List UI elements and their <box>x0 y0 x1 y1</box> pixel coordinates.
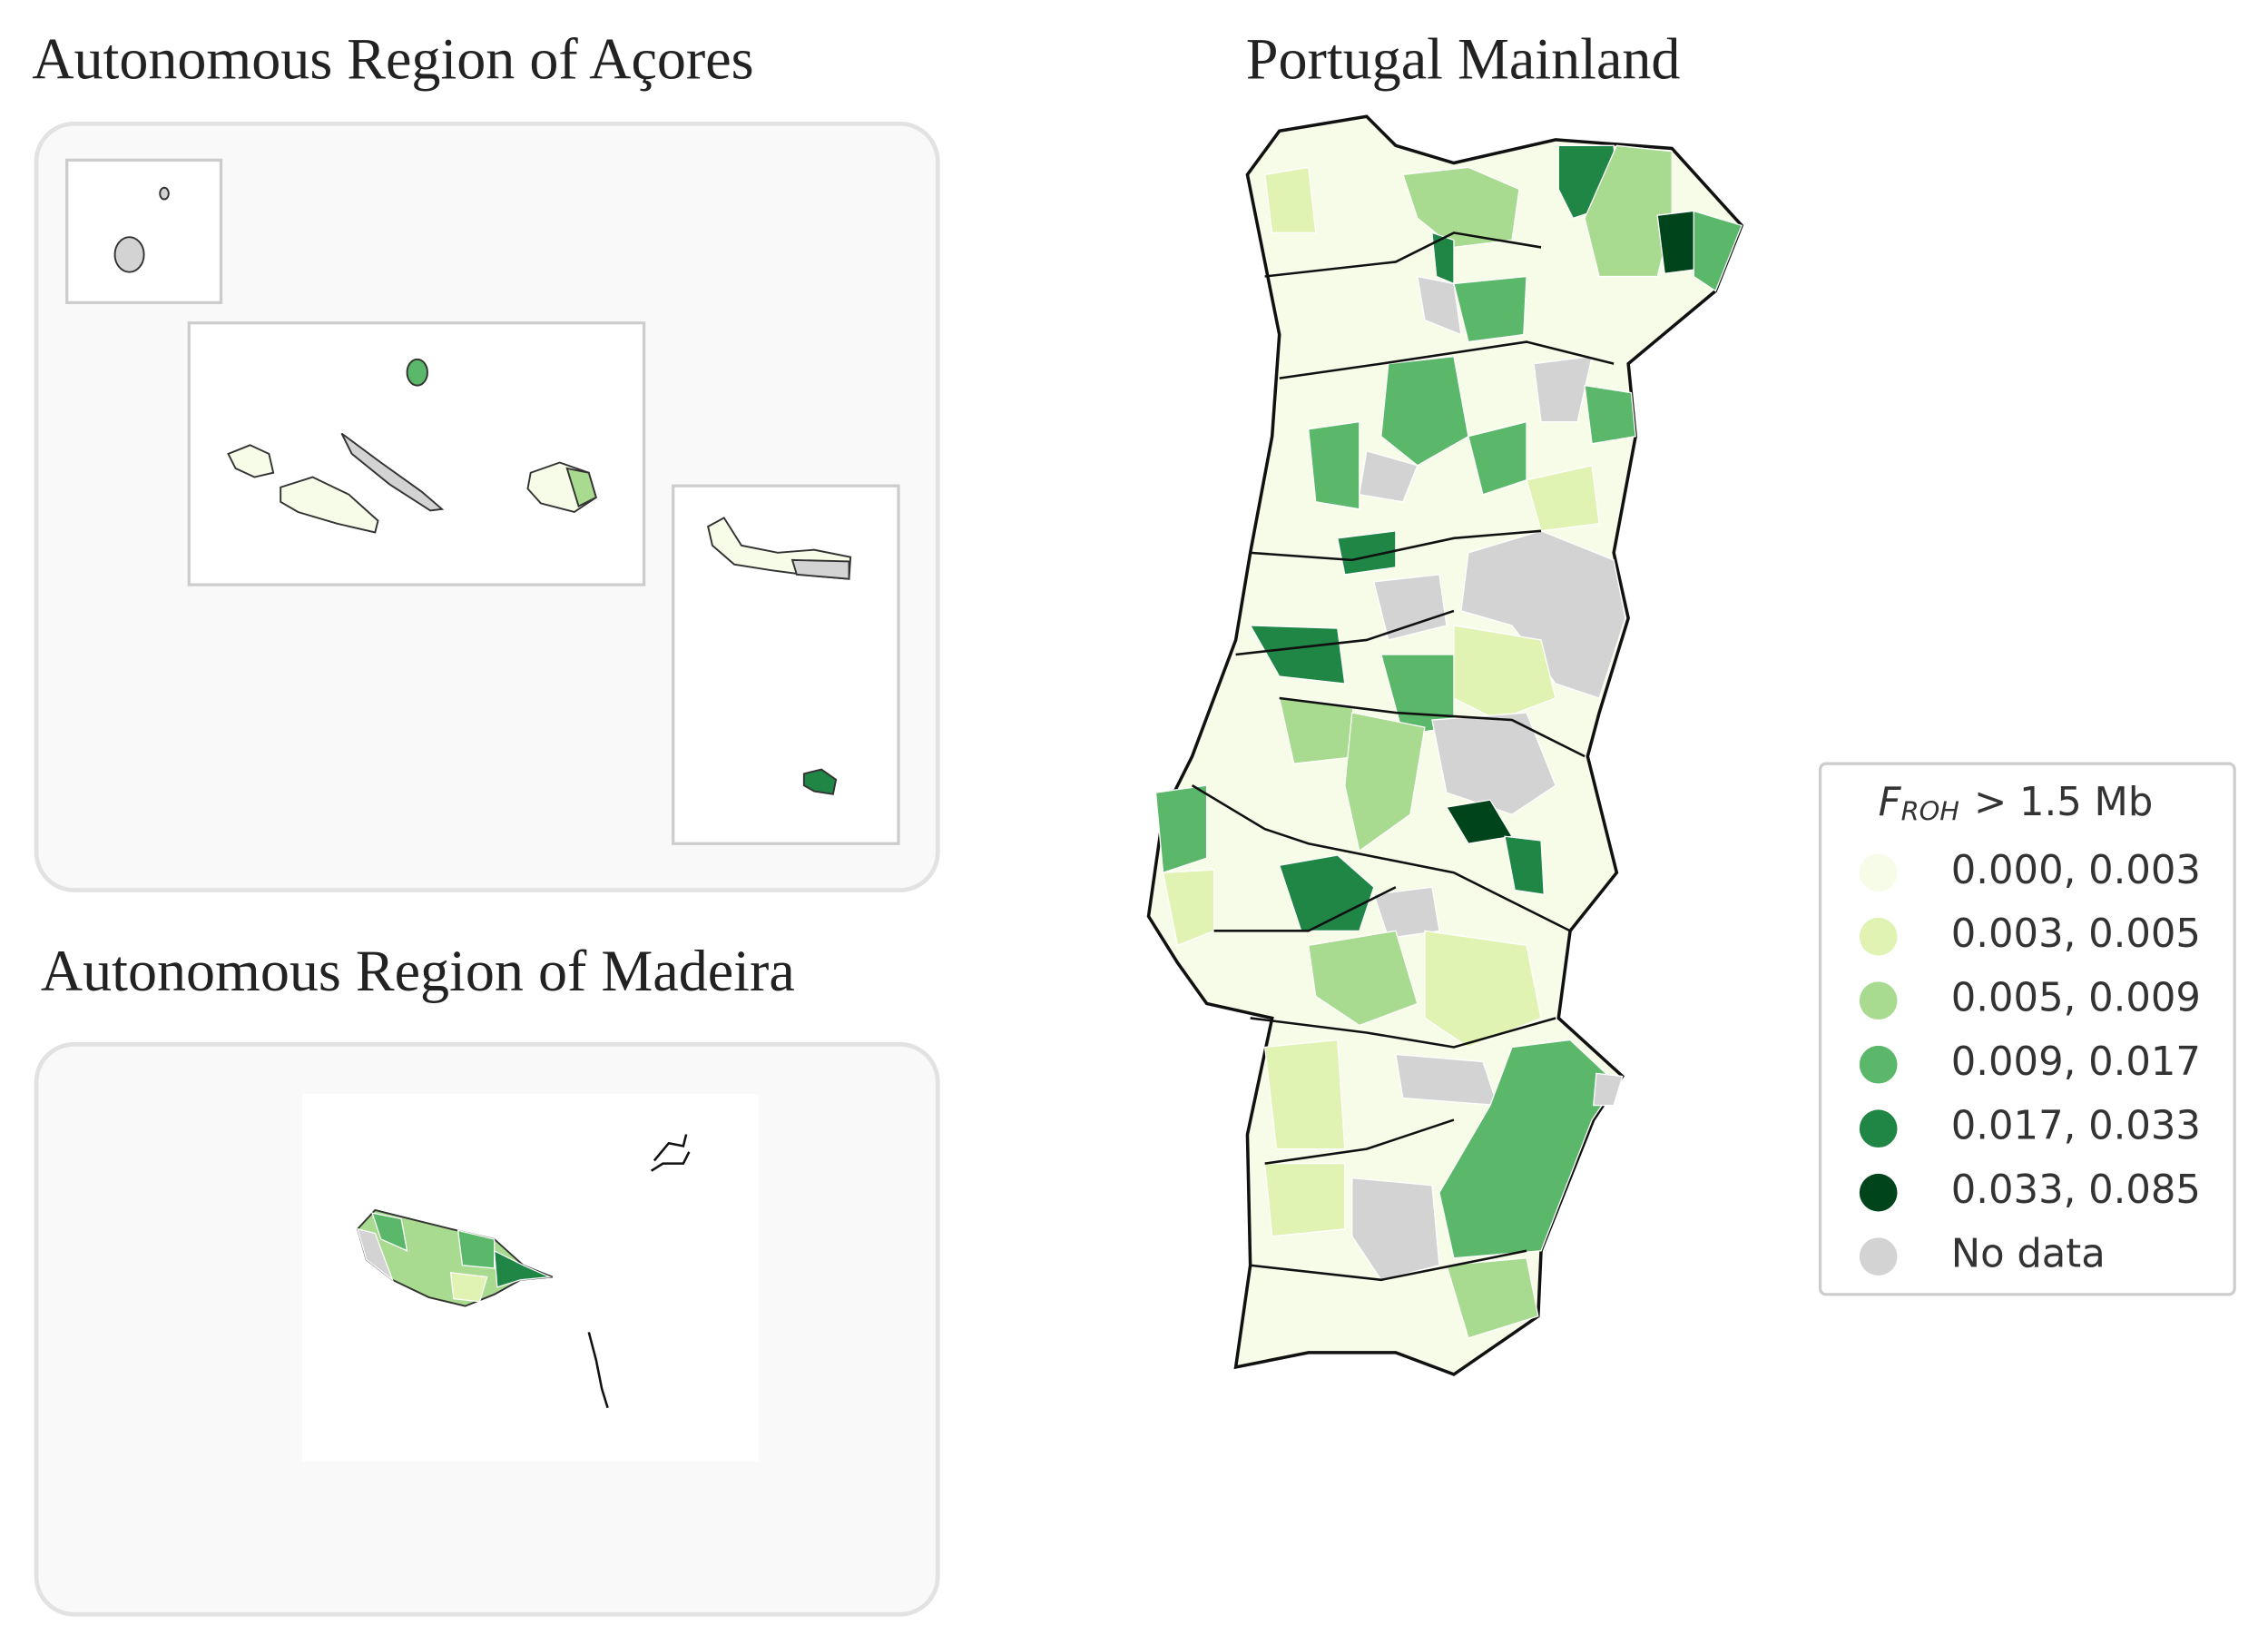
island <box>406 358 428 387</box>
legend-label: 0.033, 0.085 <box>1951 1167 2201 1213</box>
municipality <box>1445 799 1514 844</box>
municipality <box>1656 210 1699 274</box>
municipality <box>1380 355 1469 467</box>
municipality <box>1263 1039 1346 1150</box>
legend-swatch <box>1859 1045 1898 1084</box>
island <box>565 467 597 507</box>
legend-swatch <box>1859 1237 1898 1276</box>
municipality <box>457 1229 496 1269</box>
madeira-islands <box>357 1134 691 1409</box>
district-boundary <box>1191 231 1615 1282</box>
acores-islands <box>113 186 852 795</box>
municipality <box>493 1249 552 1288</box>
legend-swatch <box>1859 853 1898 892</box>
municipality <box>1533 355 1593 423</box>
legend-title: FROH > 1.5 Mb <box>1879 779 2154 826</box>
island <box>340 432 445 512</box>
municipality <box>1453 275 1527 343</box>
island <box>227 444 275 478</box>
municipality <box>1249 625 1346 685</box>
island-outline <box>587 1332 609 1409</box>
legend-title-text: > 1.5 Mb <box>1974 779 2153 824</box>
municipality <box>357 1227 394 1282</box>
municipality <box>1359 449 1419 503</box>
island <box>113 236 145 273</box>
municipality <box>1431 712 1556 815</box>
municipality <box>1693 210 1743 292</box>
legend-label: 0.009, 0.017 <box>1951 1039 2201 1085</box>
municipality <box>1278 854 1375 931</box>
municipality <box>1584 144 1673 278</box>
municipality <box>1401 166 1520 249</box>
municipality <box>1460 530 1626 699</box>
legend-label: 0.005, 0.009 <box>1951 976 2201 1021</box>
municipality <box>1278 697 1360 764</box>
legend-swatch <box>1859 917 1898 956</box>
legend-title-symbol: F <box>1879 779 1902 824</box>
legend-label: 0.017, 0.033 <box>1951 1104 2201 1149</box>
inset <box>65 158 223 304</box>
municipality <box>1584 384 1636 445</box>
island-outline <box>650 1134 691 1172</box>
legend-label: No data <box>1951 1232 2106 1277</box>
municipality <box>449 1272 488 1303</box>
municipality <box>1162 869 1215 947</box>
municipality <box>1593 1072 1624 1107</box>
municipality <box>1308 930 1419 1027</box>
municipality <box>1263 1163 1346 1237</box>
municipality <box>1372 886 1440 940</box>
island <box>802 768 838 795</box>
municipality <box>1395 1053 1498 1107</box>
island <box>280 476 379 534</box>
legend-title-subscript: ROH <box>1901 796 1959 827</box>
island <box>159 186 170 201</box>
legend-swatch <box>1859 1173 1898 1212</box>
mainland-map <box>1146 114 1744 1376</box>
legend-label: 0.003, 0.005 <box>1951 911 2201 957</box>
municipality <box>1154 784 1208 874</box>
municipality <box>1351 1177 1440 1281</box>
legend: FROH > 1.5 Mb 0.000, 0.003 0.003, 0.005 0.0… <box>1819 762 2236 1296</box>
municipality <box>1263 166 1317 234</box>
island <box>790 558 850 580</box>
municipality <box>1373 574 1448 641</box>
legend-label: 0.000, 0.003 <box>1951 848 2201 893</box>
legend-swatch <box>1859 1109 1898 1148</box>
municipality <box>1526 464 1600 532</box>
municipality <box>1308 420 1360 510</box>
panel-title: Autonomous Region of Madeira <box>41 939 795 1003</box>
municipality <box>1446 1257 1539 1339</box>
legend-box <box>1819 762 2236 1296</box>
panel-title: Autonomous Region of Açores <box>32 27 753 92</box>
municipality <box>1438 1039 1618 1259</box>
municipality <box>1344 712 1426 852</box>
legend-swatch <box>1859 981 1898 1020</box>
panel-title: Portugal Mainland <box>1246 27 1681 92</box>
municipality <box>1337 530 1397 576</box>
municipality <box>1417 275 1462 336</box>
municipality <box>1504 835 1545 896</box>
municipality <box>371 1212 408 1252</box>
inset <box>672 484 900 845</box>
